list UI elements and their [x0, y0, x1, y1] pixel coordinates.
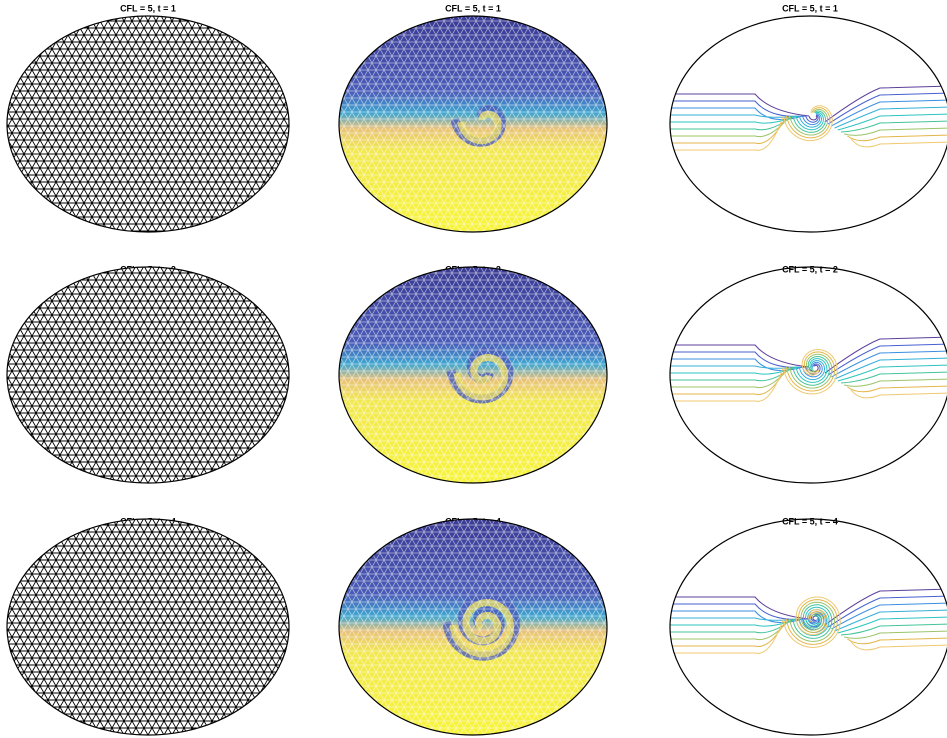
contour	[670, 618, 784, 654]
contour	[789, 108, 829, 136]
boundary	[669, 15, 947, 233]
boundary	[669, 266, 947, 484]
panel	[339, 267, 607, 483]
contour	[805, 114, 819, 123]
contour	[847, 637, 947, 645]
mesh	[339, 267, 607, 483]
contour	[850, 137, 947, 148]
mesh	[7, 267, 289, 483]
contour	[670, 344, 810, 368]
contour	[827, 92, 947, 125]
contour	[786, 599, 838, 645]
contour	[782, 348, 838, 395]
contour	[795, 358, 828, 383]
contour	[831, 99, 947, 127]
contour	[670, 115, 791, 138]
boundary	[338, 518, 608, 736]
contour	[808, 115, 818, 121]
contour	[798, 360, 825, 381]
boundary	[6, 266, 290, 484]
contour	[847, 385, 947, 393]
panel-title: CFL = 5, t = 4	[782, 516, 838, 526]
contour	[824, 336, 947, 374]
contour	[670, 366, 791, 389]
contour	[670, 603, 806, 620]
contour	[847, 134, 947, 142]
boundary	[338, 15, 608, 233]
panel	[670, 588, 947, 654]
contour	[844, 630, 947, 639]
contour	[795, 112, 824, 131]
contour	[834, 609, 947, 632]
contour	[782, 596, 841, 649]
contour	[850, 640, 947, 651]
contour	[670, 107, 803, 121]
contour	[670, 618, 794, 634]
contour	[670, 115, 788, 144]
panel	[670, 85, 947, 151]
mesh	[7, 16, 289, 232]
contour	[795, 606, 830, 637]
contour	[840, 623, 947, 636]
contour	[802, 361, 823, 378]
contour	[824, 588, 947, 626]
panel	[7, 519, 289, 735]
contour	[670, 93, 810, 117]
contour	[805, 613, 822, 628]
contour	[670, 366, 794, 382]
boundary	[669, 518, 947, 736]
panel	[7, 16, 289, 232]
contour	[782, 105, 833, 142]
panel	[339, 519, 607, 735]
contour	[844, 378, 947, 387]
contour	[824, 85, 947, 123]
contour	[840, 371, 947, 384]
contour	[786, 351, 836, 392]
contour	[789, 353, 833, 389]
contour	[850, 388, 947, 399]
contour	[844, 127, 947, 136]
contour	[837, 364, 947, 382]
panel-title: CFL = 5, t = 1	[120, 3, 176, 13]
contour	[670, 351, 806, 368]
boundary	[6, 518, 290, 736]
contour	[798, 113, 822, 128]
contour	[837, 113, 947, 131]
contour	[670, 115, 784, 151]
contour	[670, 115, 794, 131]
contour	[840, 120, 947, 133]
panel-title: CFL = 5, t = 1	[782, 3, 838, 13]
mesh	[7, 519, 289, 735]
contour	[837, 616, 947, 634]
contour	[808, 364, 819, 373]
panel	[670, 336, 947, 402]
mesh	[339, 519, 607, 735]
contour	[670, 100, 806, 117]
panel-title: CFL = 5, t = 1	[445, 3, 501, 13]
mesh	[339, 16, 607, 232]
contour	[670, 366, 784, 402]
contour	[834, 106, 947, 129]
boundary	[6, 15, 290, 233]
contour	[670, 618, 791, 641]
contour	[792, 355, 830, 386]
contour	[834, 357, 947, 380]
panel-title: CFL = 5, t = 2	[782, 264, 838, 274]
contour	[670, 596, 810, 620]
contour	[792, 110, 827, 133]
panel	[339, 16, 607, 232]
contour	[789, 601, 836, 642]
contour	[670, 366, 788, 395]
contour	[786, 107, 831, 139]
contour	[792, 604, 833, 639]
contour	[670, 618, 788, 647]
contour	[802, 114, 821, 126]
panel	[7, 267, 289, 483]
boundary	[338, 266, 608, 484]
